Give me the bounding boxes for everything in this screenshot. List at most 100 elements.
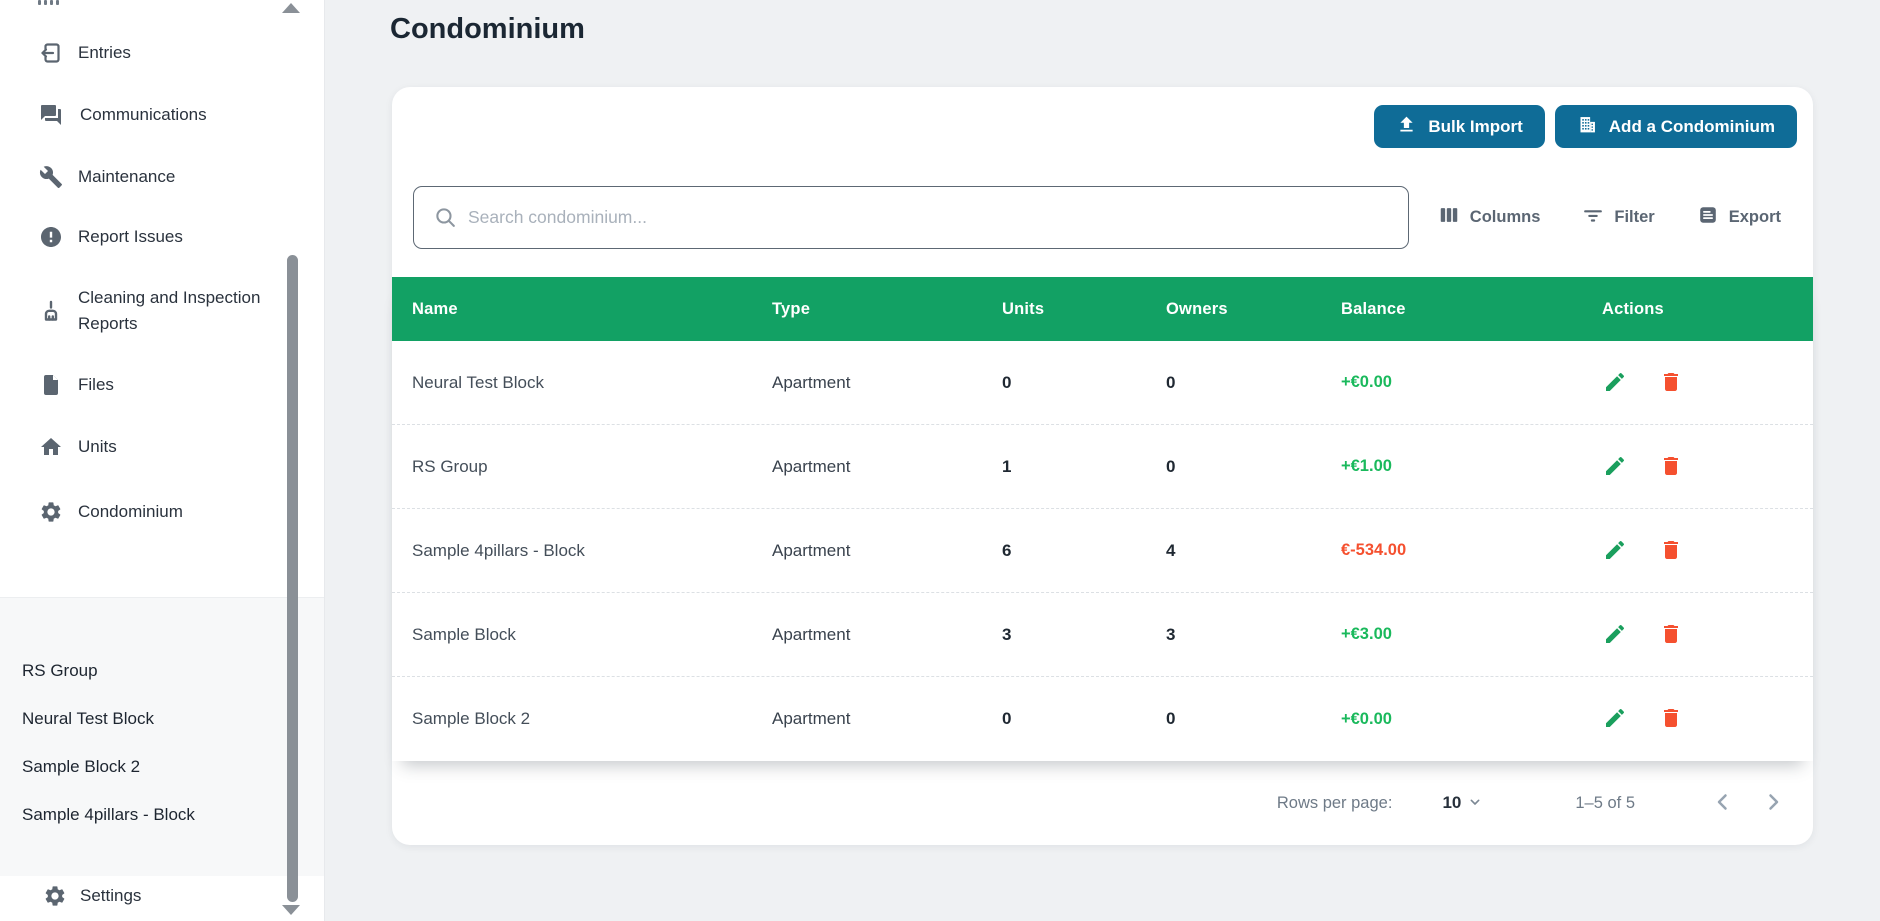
sidebar-item-cleaning-reports[interactable]: Cleaning and Inspection Reports [0,283,324,339]
sidebar-item-label: Maintenance [78,166,176,186]
entries-icon [38,40,64,66]
columns-icon [1438,204,1460,231]
cell-name: RS Group [412,456,488,476]
sidebar-item-label: Cleaning and Inspection Reports [78,287,261,333]
sidebar-item-maintenance[interactable]: Maintenance [0,162,324,192]
sidebar-item-files[interactable]: Files [0,370,324,400]
pagination-bar: Rows per page: 10 1–5 of 5 [392,779,1813,827]
recent-item[interactable]: Sample 4pillars - Block [22,805,195,824]
edit-button[interactable] [1602,370,1628,396]
pencil-icon [1606,372,1625,391]
recent-item[interactable]: RS Group [22,661,98,680]
trash-icon [1664,624,1678,643]
export-document-icon [1697,204,1719,231]
cell-type: Apartment [772,624,851,644]
table-row: Sample Block 2 Apartment 0 0 +€0.00 [392,677,1813,761]
delete-button[interactable] [1658,622,1684,648]
search-wrap [413,186,1409,249]
filter-label: Filter [1614,208,1655,226]
rows-per-page-select[interactable]: 10 [1442,793,1483,813]
search-input[interactable] [413,186,1409,249]
sidebar-item-label: Files [78,374,114,394]
sidebar-item-label: Settings [80,885,142,905]
cell-owners: 4 [1166,540,1176,560]
chevron-left-icon [1717,793,1727,810]
delete-button[interactable] [1658,454,1684,480]
next-page-button[interactable] [1759,789,1787,817]
edit-button[interactable] [1602,538,1628,564]
recently-viewed-section: RECENTLY VIEWED RS Group Neural Test Blo… [0,597,324,876]
sidebar-item-report-issues[interactable]: Report Issues [0,222,324,252]
cell-name: Sample 4pillars - Block [412,540,585,560]
trash-icon [1664,372,1678,391]
sidebar-scroll-down-icon[interactable] [282,905,300,915]
column-header-name: Units [1002,299,1045,318]
condominium-table: Name Type Units Owners Balance Actions N… [392,277,1813,761]
sidebar-item-units[interactable]: Units [0,432,324,462]
sidebar: Entries Communications Maintenance Repor… [0,0,325,921]
trash-icon [1664,456,1678,475]
pencil-icon [1606,624,1625,643]
chevron-right-icon [1769,793,1779,810]
export-button[interactable]: Export [1697,204,1781,231]
balance-value: €-534.00 [1341,541,1407,559]
balance-value: +€3.00 [1341,625,1392,643]
sidebar-scrollbar-thumb[interactable] [287,255,298,902]
sidebar-item-label: Communications [80,104,207,124]
pencil-icon [1606,540,1625,559]
table-view-tools: Columns Filter Export [1438,186,1781,249]
sidebar-item-label: Report Issues [78,226,183,246]
cell-type: Apartment [772,540,851,560]
pagination-range: 1–5 of 5 [1575,793,1635,812]
delete-button[interactable] [1658,706,1684,732]
sidebar-item-entries[interactable]: Entries [0,38,324,68]
cell-name: Neural Test Block [412,372,544,392]
cell-owners: 0 [1166,456,1176,476]
gear-icon [38,499,64,525]
add-condominium-label: Add a Condominium [1608,116,1775,136]
main-content: Condominium Bulk Import Add a Condominiu… [325,0,1880,921]
communications-icon [38,102,64,128]
edit-button[interactable] [1602,454,1628,480]
delete-button[interactable] [1658,538,1684,564]
file-icon [38,372,64,398]
sidebar-scroll-up-icon[interactable] [282,3,300,13]
export-label: Export [1728,208,1781,226]
filter-button[interactable]: Filter [1582,204,1655,231]
cell-units: 6 [1002,540,1012,560]
table-row: RS Group Apartment 1 0 +€1.00 [392,425,1813,509]
recent-item[interactable]: Neural Test Block [22,709,154,728]
balance-value: +€0.00 [1341,373,1392,391]
columns-label: Columns [1469,208,1541,226]
previous-page-button[interactable] [1709,789,1737,817]
rows-per-page-label: Rows per page: [1276,793,1393,812]
balance-value: +€0.00 [1341,709,1392,728]
table-row: Sample 4pillars - Block Apartment 6 4 €-534.… [392,509,1813,593]
column-header-name: Owners [1166,299,1228,318]
bulk-import-button[interactable]: Bulk Import [1374,105,1545,148]
cell-type: Apartment [772,456,851,476]
sidebar-item-settings[interactable]: Settings [0,881,324,911]
cell-owners: 3 [1166,624,1176,644]
pencil-icon [1606,708,1625,727]
cell-units: 3 [1002,624,1012,644]
sidebar-item-condominium[interactable]: Condominium [0,497,324,527]
balance-value: +€1.00 [1341,457,1392,475]
edit-button[interactable] [1602,706,1628,732]
sidebar-item-label: Condominium [78,501,183,521]
columns-button[interactable]: Columns [1438,204,1541,231]
upload-icon [1396,114,1417,140]
home-icon [38,434,64,460]
add-condominium-button[interactable]: Add a Condominium [1554,105,1797,148]
filter-icon [1582,204,1604,231]
edit-button[interactable] [1602,622,1628,648]
table-row: Neural Test Block Apartment 0 0 +€0.00 [392,341,1813,425]
delete-button[interactable] [1658,370,1684,396]
column-header-name: Type [772,299,811,318]
bulk-import-label: Bulk Import [1428,116,1523,136]
cell-name: Sample Block 2 [412,709,531,728]
pencil-icon [1606,456,1625,475]
recent-item[interactable]: Sample Block 2 [22,757,141,776]
sidebar-item-communications[interactable]: Communications [0,100,324,130]
page-title: Condominium [390,13,585,45]
